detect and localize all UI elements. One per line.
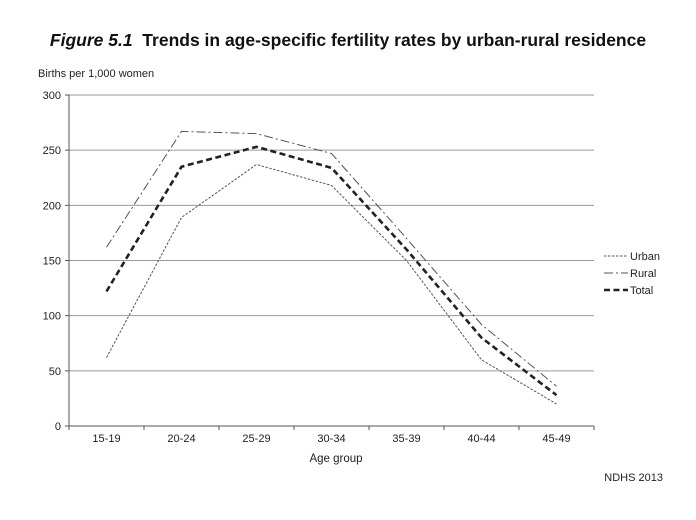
y-tick-labels: 0 50 100 150 200 250 300: [43, 90, 61, 433]
x-tick-label: 40-44: [467, 433, 495, 445]
x-tick-label: 15-19: [92, 433, 120, 445]
legend-label-urban: Urban: [630, 251, 660, 263]
x-tick-labels: 15-19 20-24 25-29 30-34 35-39 40-44 45-49: [92, 433, 570, 445]
x-tick-label: 25-29: [242, 433, 270, 445]
y-tick-label: 200: [43, 200, 61, 212]
chart-title: Figure 5.1 Trends in age-specific fertil…: [0, 30, 696, 51]
legend: Urban Rural Total: [604, 251, 660, 297]
x-axis-label: Age group: [309, 453, 362, 465]
x-tick-label: 30-34: [317, 433, 345, 445]
axes: [65, 94, 595, 430]
figure-label: Figure 5.1: [49, 30, 133, 50]
legend-label-total: Total: [630, 285, 653, 297]
gridlines: [69, 94, 594, 372]
y-tick-label: 0: [55, 421, 61, 433]
figure-title-text: Trends in age-specific fertility rates b…: [142, 30, 647, 50]
x-tick-label: 45-49: [542, 433, 570, 445]
series-line-rural: [106, 130, 557, 387]
y-axis-label: Births per 1,000 women: [38, 68, 154, 80]
y-tick-label: 250: [43, 145, 61, 157]
y-tick-label: 300: [43, 90, 61, 102]
y-tick-label: 50: [49, 366, 61, 378]
y-tick-label: 100: [43, 311, 61, 323]
series-line-urban: [106, 163, 557, 405]
series-lines: [105, 130, 558, 405]
x-tick-label: 20-24: [167, 433, 195, 445]
x-tick-label: 35-39: [392, 433, 420, 445]
y-tick-label: 150: [43, 256, 61, 268]
source-note: NDHS 2013: [604, 472, 663, 484]
legend-label-rural: Rural: [630, 268, 656, 280]
series-line-total: [105, 145, 558, 397]
